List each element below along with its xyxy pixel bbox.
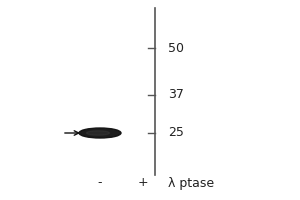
Ellipse shape (79, 128, 121, 138)
Text: λ ptase: λ ptase (168, 176, 214, 190)
Text: 25: 25 (168, 127, 184, 140)
Text: 37: 37 (168, 88, 184, 102)
Ellipse shape (86, 131, 110, 135)
Text: -: - (98, 176, 102, 190)
Text: +: + (138, 176, 148, 190)
Text: 50: 50 (168, 42, 184, 54)
